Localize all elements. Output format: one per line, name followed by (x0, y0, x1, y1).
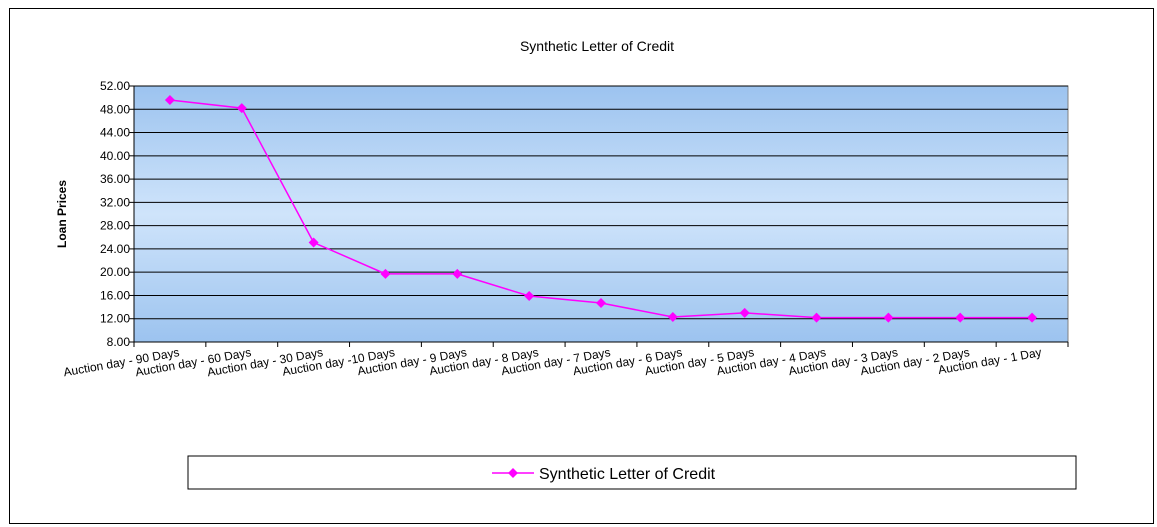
data-point (667, 311, 678, 322)
legend-box (187, 455, 1077, 490)
data-point (380, 268, 391, 279)
data-point (596, 298, 606, 309)
y-tick-label: 20.00 (100, 265, 130, 279)
data-point (1027, 312, 1038, 323)
data-point (164, 94, 175, 105)
y-tick-label: 16.00 (100, 288, 130, 302)
legend: Synthetic Letter of Credit (187, 455, 1077, 490)
y-tick-label: 24.00 (100, 242, 130, 256)
y-tick-label: 28.00 (100, 219, 130, 233)
y-tick-label: 40.00 (100, 149, 130, 163)
legend-marker-icon (508, 468, 518, 478)
data-point (739, 307, 750, 318)
y-tick-label: 52.00 (100, 79, 130, 93)
y-tick-label: 8.00 (107, 335, 131, 349)
line-chart: Synthetic Letter of Credit 8.00 12.00 16.0… (55, 38, 1077, 490)
data-point (236, 103, 247, 114)
data-point (452, 268, 463, 279)
y-tick-label: 12.00 (100, 312, 130, 326)
legend-label: Synthetic Letter of Credit (539, 466, 716, 483)
y-axis-title: Loan Prices (55, 180, 69, 248)
chart-frame: Synthetic Letter of Credit 8.00 12.00 16.0… (9, 8, 1154, 524)
data-point (883, 312, 894, 323)
data-point (955, 312, 966, 323)
data-point (524, 291, 535, 302)
data-point (308, 237, 319, 248)
y-tick-label: 44.00 (100, 126, 130, 140)
data-point (811, 312, 822, 323)
y-tick-label: 48.00 (100, 102, 130, 116)
y-tick-label: 32.00 (100, 195, 130, 209)
y-tick-label: 36.00 (100, 172, 130, 186)
chart-title: Synthetic Letter of Credit (520, 38, 674, 54)
